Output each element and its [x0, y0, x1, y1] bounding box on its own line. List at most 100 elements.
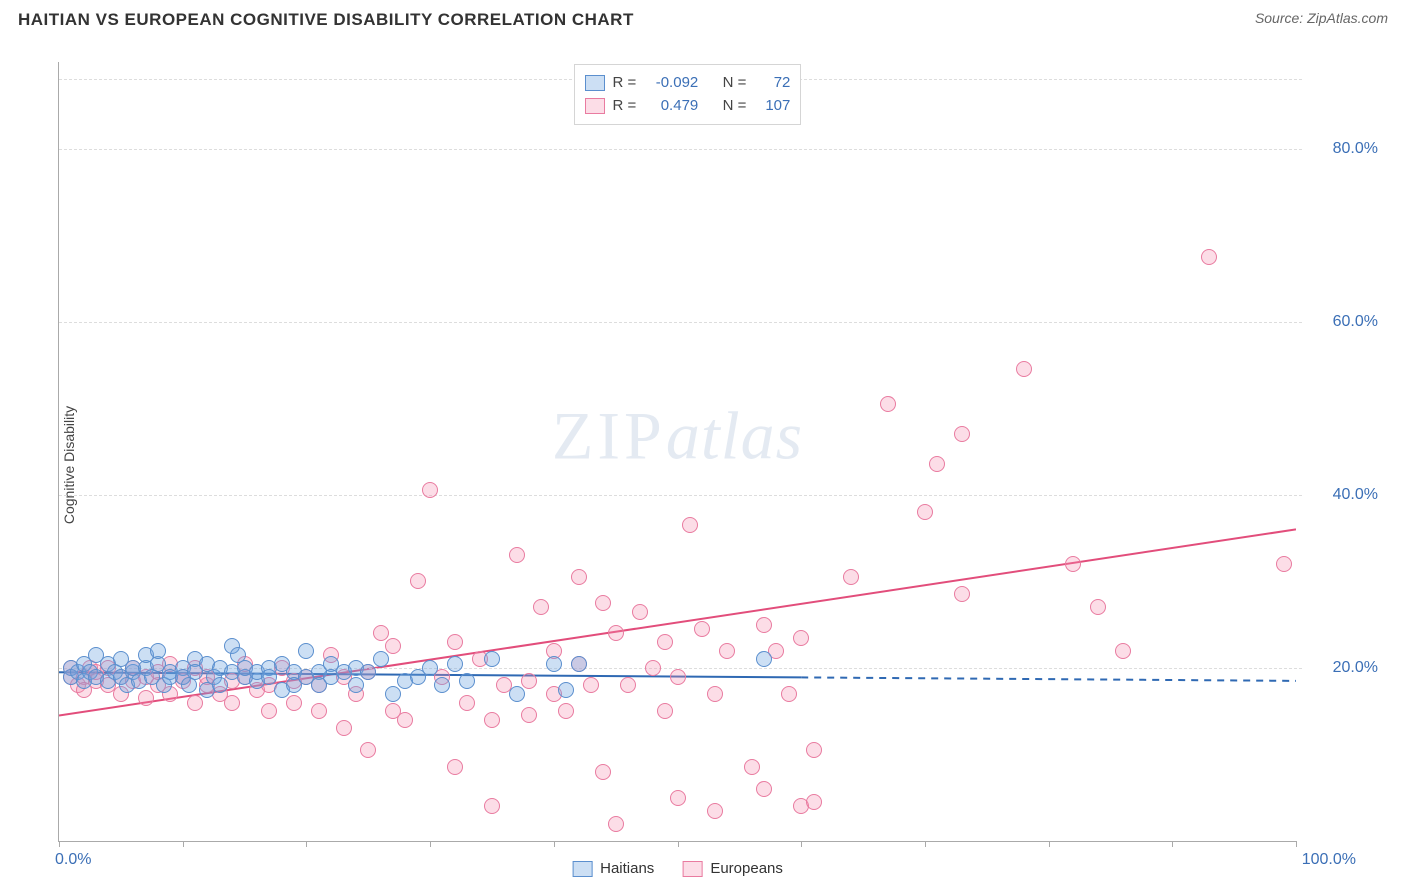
stat-r-label: R =	[613, 71, 637, 94]
point-europeans	[608, 816, 624, 832]
point-europeans	[187, 695, 203, 711]
legend-label-europeans: Europeans	[710, 860, 783, 877]
point-europeans	[422, 482, 438, 498]
y-tick-label: 20.0%	[1306, 659, 1378, 677]
point-europeans	[1065, 556, 1081, 572]
point-europeans	[459, 695, 475, 711]
x-tick	[801, 841, 802, 847]
point-haitians	[298, 643, 314, 659]
stat-n-haitians: 72	[754, 71, 790, 94]
point-europeans	[694, 621, 710, 637]
x-tick	[1049, 841, 1050, 847]
point-europeans	[608, 625, 624, 641]
stat-r-haitians: -0.092	[644, 71, 698, 94]
x-tick-label: 100.0%	[1302, 851, 1356, 869]
watermark: ZIPatlas	[552, 396, 803, 475]
stat-n-label: N =	[723, 94, 747, 117]
y-tick-label: 60.0%	[1306, 313, 1378, 331]
point-europeans	[843, 569, 859, 585]
point-europeans	[620, 677, 636, 693]
stat-r-europeans: 0.479	[644, 94, 698, 117]
source-attribution: Source: ZipAtlas.com	[1255, 10, 1388, 26]
point-europeans	[410, 573, 426, 589]
point-europeans	[1016, 361, 1032, 377]
point-haitians	[459, 673, 475, 689]
point-haitians	[546, 656, 562, 672]
swatch-europeans	[585, 98, 605, 114]
point-haitians	[348, 677, 364, 693]
point-europeans	[929, 456, 945, 472]
point-haitians	[756, 651, 772, 667]
point-europeans	[311, 703, 327, 719]
point-europeans	[1276, 556, 1292, 572]
point-europeans	[682, 517, 698, 533]
point-europeans	[1201, 249, 1217, 265]
swatch-haitians	[572, 861, 592, 877]
swatch-europeans	[682, 861, 702, 877]
x-tick	[306, 841, 307, 847]
y-tick-label: 40.0%	[1306, 486, 1378, 504]
point-europeans	[336, 720, 352, 736]
point-europeans	[484, 798, 500, 814]
point-europeans	[447, 759, 463, 775]
point-haitians	[212, 677, 228, 693]
stats-row-europeans: R = 0.479 N = 107	[585, 94, 791, 117]
x-tick-label: 0.0%	[55, 851, 91, 869]
trend-lines	[59, 62, 1296, 841]
x-tick	[430, 841, 431, 847]
point-europeans	[138, 690, 154, 706]
stat-n-label: N =	[723, 71, 747, 94]
plot-area: ZIPatlas R = -0.092 N = 72 R = 0.479 N =…	[58, 62, 1296, 842]
point-europeans	[806, 742, 822, 758]
point-europeans	[954, 426, 970, 442]
point-haitians	[360, 664, 376, 680]
point-haitians	[571, 656, 587, 672]
point-europeans	[880, 396, 896, 412]
point-europeans	[917, 504, 933, 520]
point-haitians	[447, 656, 463, 672]
point-haitians	[261, 669, 277, 685]
point-europeans	[744, 759, 760, 775]
point-europeans	[1115, 643, 1131, 659]
x-tick	[1296, 841, 1297, 847]
point-haitians	[509, 686, 525, 702]
point-haitians	[422, 660, 438, 676]
legend-label-haitians: Haitians	[600, 860, 654, 877]
x-tick	[183, 841, 184, 847]
point-haitians	[558, 682, 574, 698]
point-haitians	[373, 651, 389, 667]
point-haitians	[484, 651, 500, 667]
point-europeans	[657, 703, 673, 719]
watermark-part1: ZIP	[552, 397, 666, 473]
point-europeans	[484, 712, 500, 728]
point-europeans	[707, 803, 723, 819]
point-europeans	[583, 677, 599, 693]
point-europeans	[719, 643, 735, 659]
x-tick	[1172, 841, 1173, 847]
point-europeans	[521, 707, 537, 723]
stat-n-europeans: 107	[754, 94, 790, 117]
x-tick	[554, 841, 555, 847]
legend-item-haitians: Haitians	[572, 860, 654, 877]
point-europeans	[756, 781, 772, 797]
point-haitians	[434, 677, 450, 693]
point-europeans	[360, 742, 376, 758]
point-europeans	[806, 794, 822, 810]
stat-r-label: R =	[613, 94, 637, 117]
point-europeans	[670, 790, 686, 806]
point-europeans	[954, 586, 970, 602]
chart-container: Cognitive Disability ZIPatlas R = -0.092…	[18, 38, 1388, 892]
point-europeans	[595, 595, 611, 611]
swatch-haitians	[585, 75, 605, 91]
point-europeans	[509, 547, 525, 563]
point-europeans	[286, 695, 302, 711]
bottom-legend: Haitians Europeans	[572, 860, 783, 877]
point-europeans	[571, 569, 587, 585]
point-europeans	[781, 686, 797, 702]
x-tick	[925, 841, 926, 847]
gridline	[59, 495, 1302, 496]
y-tick-label: 80.0%	[1306, 140, 1378, 158]
point-europeans	[373, 625, 389, 641]
point-europeans	[224, 695, 240, 711]
point-haitians	[150, 643, 166, 659]
